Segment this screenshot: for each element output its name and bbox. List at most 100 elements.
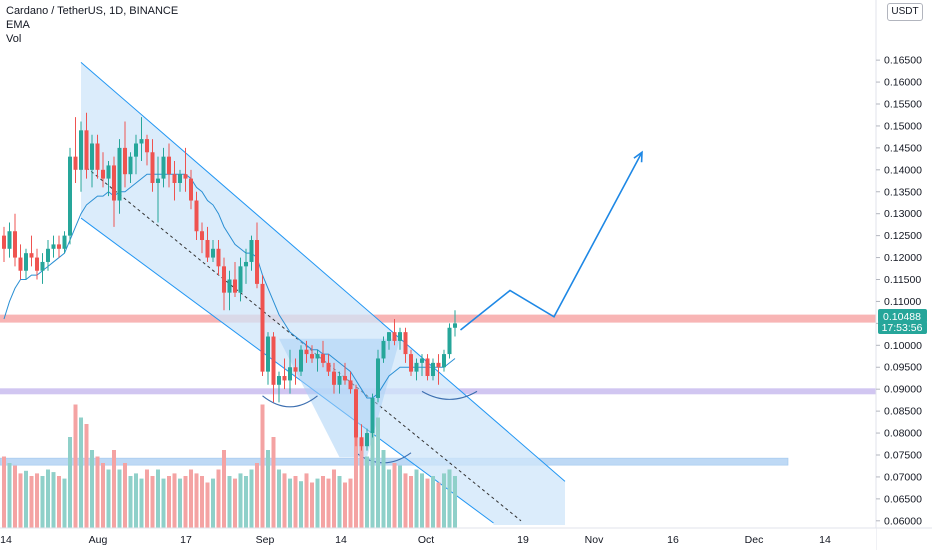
candle-body — [387, 332, 391, 341]
volume-bar — [260, 404, 265, 528]
candle-body — [227, 279, 232, 293]
resistance-zone — [0, 314, 876, 323]
price-tick-label: 0.10000 — [884, 340, 922, 352]
price-tick-label: 0.08500 — [884, 406, 922, 418]
candle-body — [398, 332, 402, 341]
volume-bar — [200, 476, 204, 528]
candle-body — [117, 147, 122, 201]
pattern-highlight — [279, 338, 400, 458]
price-tick-label: 0.14500 — [884, 142, 922, 154]
volume-bar — [216, 469, 221, 528]
volume-bar — [387, 469, 391, 528]
volume-bar — [376, 417, 380, 528]
volume-bar — [79, 417, 83, 528]
channel-fill — [81, 62, 565, 525]
volume-bar — [255, 463, 259, 528]
descending-channel — [80, 61, 566, 525]
volume-bar — [35, 473, 39, 528]
price-tick-label: 0.12500 — [884, 230, 922, 242]
time-tick-label: Oct — [418, 534, 434, 546]
volume-bar — [62, 478, 67, 528]
volume-bar — [145, 469, 149, 528]
time-axis[interactable]: 14 Aug 17 Sep 14 Oct 19 Nov 16 Dec 14 — [0, 527, 932, 550]
symbol-title[interactable]: Cardano / TetherUS, 1D, BINANCE — [6, 5, 179, 17]
price-tick-label: 0.13000 — [884, 208, 922, 220]
volume-bar — [288, 478, 292, 528]
candle-body — [453, 323, 457, 328]
volume-bar — [227, 476, 232, 528]
candle-body — [216, 248, 221, 267]
candle-body — [167, 156, 171, 175]
volume-bar — [365, 456, 369, 528]
volume-bar — [414, 469, 419, 528]
price-tick-label: 0.08000 — [884, 428, 922, 440]
volume-bar — [46, 469, 50, 528]
volume-bar — [293, 476, 298, 528]
candle-body — [205, 240, 210, 258]
candle-body — [271, 336, 276, 385]
candle-body — [359, 437, 364, 447]
right-shoulder-arc — [421, 390, 478, 400]
price-tick-label: 0.12000 — [884, 252, 922, 264]
volume-bar — [381, 450, 386, 528]
price-tick-label: 0.16500 — [884, 55, 922, 67]
vol-indicator-label[interactable]: Vol — [6, 33, 22, 45]
volume-bar — [139, 478, 144, 528]
candle-body — [84, 130, 89, 170]
time-tick-label: 14 — [819, 534, 831, 546]
price-tick-label: 0.09500 — [884, 362, 922, 374]
currency-button[interactable]: USDT — [887, 3, 923, 21]
candle-body — [409, 354, 413, 372]
volume-bar — [51, 472, 56, 528]
candle-body — [260, 283, 265, 372]
volume-bar — [117, 469, 122, 528]
time-tick-label: 16 — [667, 534, 679, 546]
volume-bar — [332, 469, 336, 528]
candle-body — [46, 248, 50, 262]
price-tick-label: 0.14000 — [884, 164, 922, 176]
candle-body — [7, 231, 12, 249]
candle-body — [24, 253, 28, 271]
candle-body — [348, 380, 353, 390]
volume-bar — [40, 476, 45, 528]
volume-bar — [150, 476, 155, 528]
volume-bar — [442, 473, 446, 528]
candle-body — [277, 376, 281, 385]
countdown-badge — [878, 321, 927, 334]
volume-bar — [304, 473, 309, 528]
candle-body — [233, 279, 237, 293]
candle-body — [57, 244, 61, 249]
volume-bar — [447, 469, 452, 528]
candle-body — [178, 174, 182, 183]
volume-bar — [18, 473, 23, 528]
price-axis[interactable]: 0.16500 0.16000 0.15500 0.15000 0.14500 0.140… — [875, 0, 932, 550]
time-tick-label: 14 — [0, 534, 12, 546]
time-axis-bg — [0, 528, 876, 550]
volume-bar — [167, 476, 171, 528]
candle-body — [29, 253, 34, 258]
time-tick-label: Nov — [585, 534, 604, 546]
ema-indicator-label[interactable]: EMA — [6, 19, 30, 31]
left-shoulder-arc — [262, 395, 318, 408]
volume-bar — [436, 482, 441, 528]
candle-body — [337, 376, 342, 385]
volume-bar — [178, 478, 182, 528]
candle-body — [365, 433, 369, 447]
candle-body — [35, 257, 39, 271]
price-tick-label: 0.15500 — [884, 99, 922, 111]
candle-body — [68, 156, 72, 236]
candle-body — [332, 371, 336, 385]
volume-bar — [403, 473, 408, 528]
candle-body — [161, 156, 166, 179]
price-tick-label: 0.15000 — [884, 120, 922, 132]
volume-bar — [161, 478, 166, 528]
volume-bar — [326, 478, 331, 528]
time-tick-label: 19 — [517, 534, 529, 546]
volume-bar — [134, 473, 138, 528]
last-price-label: 0.10488 — [883, 311, 921, 323]
volume-bar — [310, 482, 314, 528]
time-tick-label: Sep — [256, 534, 275, 546]
candle-body — [315, 354, 320, 359]
volume-bar — [156, 469, 160, 528]
